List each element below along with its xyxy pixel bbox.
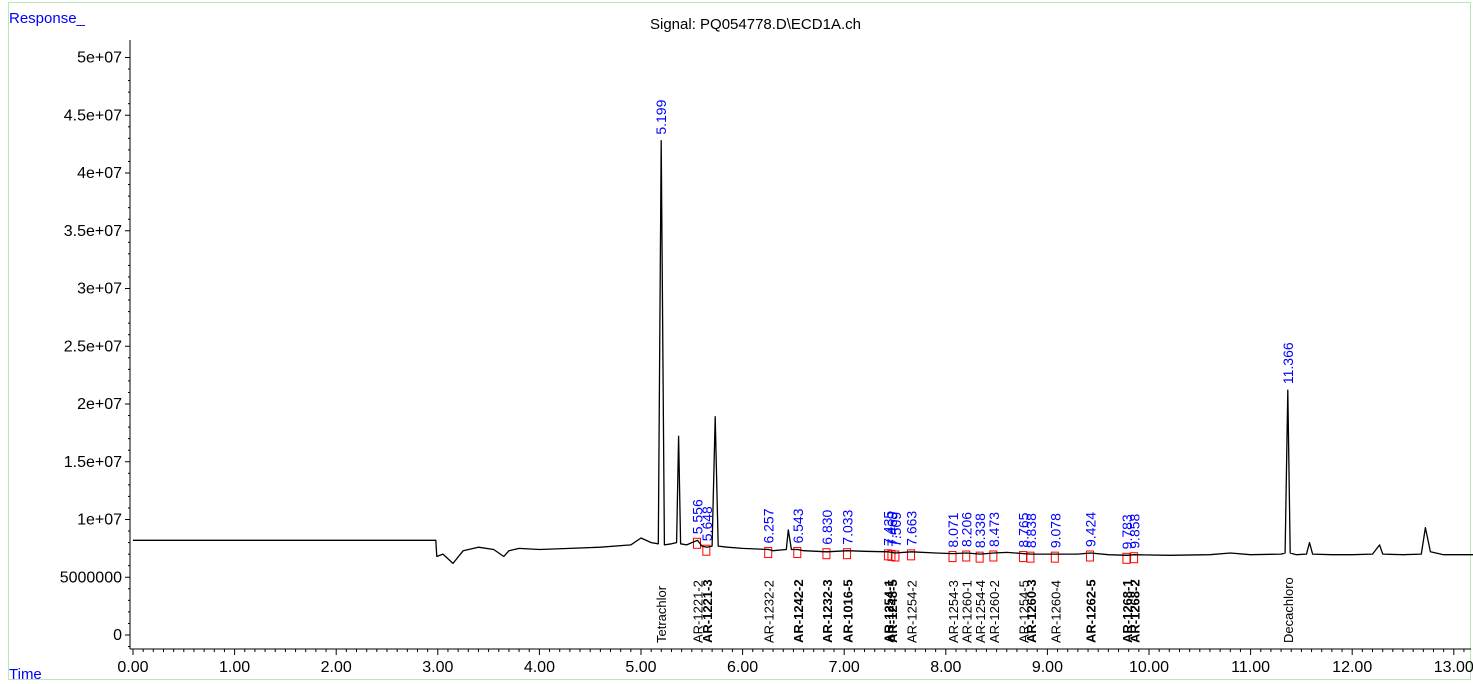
baseline-marker: [793, 547, 802, 559]
y-tick-label: 4e+07: [77, 165, 122, 182]
x-tick-label: 9.00: [1032, 659, 1063, 676]
y-tick-label: 5e+07: [77, 50, 122, 67]
baseline-marker: [948, 551, 957, 563]
baseline-marker: [1026, 551, 1035, 563]
plot-frame: [8, 2, 1471, 680]
baseline-marker: [962, 550, 971, 562]
x-tick-label: 3.00: [422, 659, 453, 676]
baseline-marker: [822, 548, 831, 560]
x-tick-label: 4.00: [524, 659, 555, 676]
baseline-marker: [1130, 552, 1139, 564]
peak-label: 8.765: [1016, 512, 1032, 547]
y-tick-label: 3.5e+07: [64, 223, 122, 240]
compound-label: AR-1254-2: [905, 580, 920, 643]
x-tick-label: 2.00: [321, 659, 352, 676]
y-tick-label: 1.5e+07: [64, 454, 122, 471]
compound-label: AR-1260-1: [960, 580, 975, 643]
x-tick-label: 11.00: [1231, 659, 1270, 676]
baseline-marker: [843, 548, 852, 560]
y-axis-label: Response_: [9, 10, 85, 27]
x-tick-label: 1.00: [219, 659, 250, 676]
y-tick-label: 2e+07: [77, 396, 122, 413]
compound-label: Decachloro: [1281, 577, 1296, 643]
x-tick-label: 5.00: [625, 659, 656, 676]
peak-label: 8.071: [945, 512, 961, 547]
signal-trace: [133, 140, 1473, 565]
y-tick-label: 3e+07: [77, 281, 122, 298]
peak-label: 11.366: [1280, 342, 1296, 384]
compound-label: AR-1221-3: [700, 579, 715, 643]
baseline-marker: [702, 544, 711, 556]
peak-label: 7.663: [904, 511, 920, 546]
compound-label: AR-1232-3: [820, 579, 835, 643]
compound-label: AR-1254-1: [881, 579, 896, 643]
baseline-marker: [1085, 550, 1094, 562]
peak-label: 9.783: [1119, 514, 1135, 549]
x-tick-label: 10.00: [1129, 659, 1169, 676]
compound-label: AR-1262-5: [1083, 579, 1098, 643]
peak-label: 9.078: [1047, 513, 1063, 548]
peak-label: 8.838: [1023, 513, 1039, 548]
compound-label: Tetrachlor: [654, 585, 669, 643]
y-tick-label: 2.5e+07: [64, 338, 122, 355]
x-tick-label: 12.00: [1332, 659, 1372, 676]
chart-title: Signal: PQ054778.D\ECD1A.ch: [650, 16, 861, 33]
baseline-marker: [975, 551, 984, 563]
baseline-marker: [764, 547, 773, 559]
baseline-marker: [907, 549, 916, 561]
baseline-marker: [989, 550, 998, 562]
compound-label: AR-1248-5: [885, 579, 900, 643]
peak-label: 9.424: [1082, 512, 1098, 547]
compound-label: AR-1016-5: [841, 579, 856, 643]
peak-label: 7.509: [888, 512, 904, 547]
peak-label: 5.199: [653, 99, 669, 134]
y-tick-label: 0: [113, 627, 122, 644]
x-tick-label: 8.00: [930, 659, 961, 676]
compound-label: AR-1242-2: [791, 579, 806, 643]
y-tick-label: 5000000: [60, 569, 122, 586]
baseline-marker: [1122, 552, 1131, 564]
baseline-marker: [1050, 551, 1059, 563]
x-tick-label: 13.00: [1434, 659, 1473, 676]
compound-label: AR-1260-2: [987, 580, 1002, 643]
peak-label: 6.257: [761, 508, 777, 543]
peak-label: 7.469: [884, 511, 900, 546]
peak-label: 5.648: [699, 506, 715, 541]
peak-label: 6.830: [819, 509, 835, 544]
peak-label: 6.543: [790, 508, 806, 543]
compound-label: AR-1260-3: [1024, 579, 1039, 643]
compound-label: AR-1254-3: [946, 580, 961, 643]
compound-label: AR-1254-4: [973, 580, 988, 643]
peak-label: 8.206: [959, 512, 975, 547]
compound-label: AR-1254-5: [1017, 580, 1032, 643]
compound-label: AR-1268-2: [1128, 579, 1143, 643]
peak-label: 7.435: [880, 511, 896, 546]
x-axis-label: Time: [9, 666, 42, 683]
x-tick-label: 0.00: [117, 659, 148, 676]
peak-label: 7.033: [840, 509, 856, 544]
y-tick-label: 4.5e+07: [64, 107, 122, 124]
peak-label: 9.858: [1127, 513, 1143, 548]
x-tick-label: 6.00: [727, 659, 758, 676]
compound-label: AR-1260-4: [1048, 580, 1063, 643]
peak-label: 8.338: [972, 513, 988, 548]
baseline-marker: [891, 550, 900, 562]
compound-label: AR-1232-2: [762, 580, 777, 643]
peak-label: 5.556: [689, 499, 705, 534]
compound-label: AR-1221-2: [690, 580, 705, 643]
peak-label: 8.473: [986, 512, 1002, 547]
y-tick-label: 1e+07: [77, 512, 122, 529]
x-tick-label: 7.00: [829, 659, 860, 676]
compound-label: AR-1268-1: [1120, 579, 1135, 643]
